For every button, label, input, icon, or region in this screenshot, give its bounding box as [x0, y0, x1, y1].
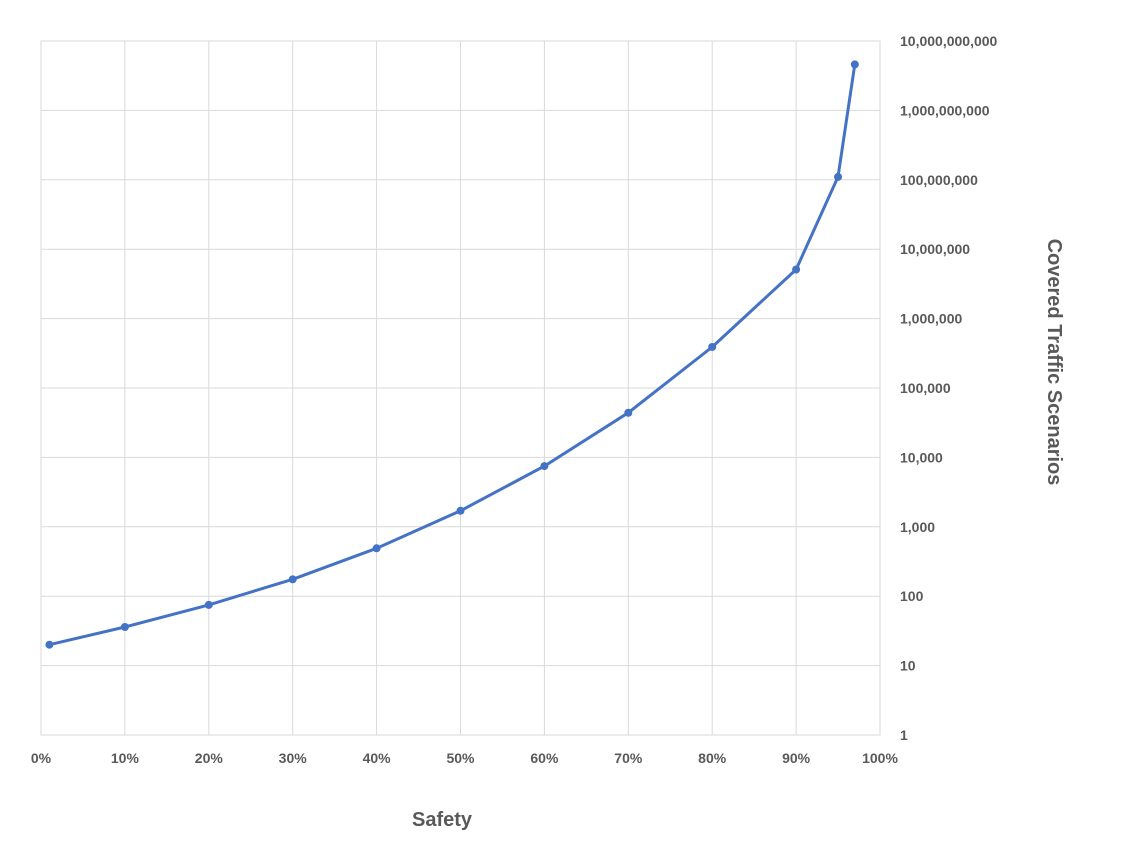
x-tick-label: 20%	[195, 750, 224, 766]
data-point	[792, 265, 801, 274]
plot-area	[40, 40, 881, 736]
y-tick-label: 1,000	[900, 519, 935, 535]
data-point	[850, 60, 859, 69]
y-axis-title: Covered Traffic Scenarios	[1043, 239, 1065, 486]
data-point	[708, 342, 717, 351]
y-tick-label: 1	[900, 727, 908, 743]
x-tick-label: 40%	[363, 750, 392, 766]
y-tick-label: 10,000,000	[900, 241, 970, 257]
y-tick-label: 100,000,000	[900, 172, 978, 188]
x-tick-label: 0%	[31, 750, 52, 766]
y-tick-label: 10,000,000,000	[900, 33, 998, 49]
data-point	[456, 506, 465, 515]
x-tick-label: 10%	[111, 750, 140, 766]
x-axis-ticks: 0% 10% 20% 30% 40% 50% 60% 70% 80% 90% 100%	[31, 750, 899, 766]
y-tick-label: 100,000	[900, 380, 951, 396]
x-tick-label: 90%	[782, 750, 811, 766]
y-tick-label: 1,000,000,000	[900, 102, 990, 118]
x-tick-label: 80%	[698, 750, 727, 766]
data-point	[624, 408, 633, 417]
data-point	[372, 544, 381, 553]
x-tick-label: 50%	[446, 750, 475, 766]
data-point	[834, 172, 843, 181]
grid-lines	[41, 41, 880, 735]
x-tick-label: 70%	[614, 750, 643, 766]
x-tick-label: 60%	[530, 750, 559, 766]
x-axis-title: Safety	[412, 809, 473, 831]
series-line	[49, 64, 857, 647]
data-point	[540, 462, 549, 471]
y-tick-label: 10,000	[900, 449, 943, 465]
y-tick-label: 1,000,000	[900, 311, 962, 327]
y-axis-ticks: 1 10 100 1,000 10,000 100,000 1,000,000 10,000,…	[900, 33, 998, 743]
data-point	[288, 575, 297, 584]
series-points	[45, 60, 859, 649]
x-tick-label: 100%	[862, 750, 898, 766]
data-point	[45, 640, 54, 649]
data-point	[120, 622, 129, 631]
x-tick-label: 30%	[279, 750, 308, 766]
y-tick-label: 100	[900, 588, 924, 604]
data-point	[204, 600, 213, 609]
y-tick-label: 10	[900, 658, 916, 674]
